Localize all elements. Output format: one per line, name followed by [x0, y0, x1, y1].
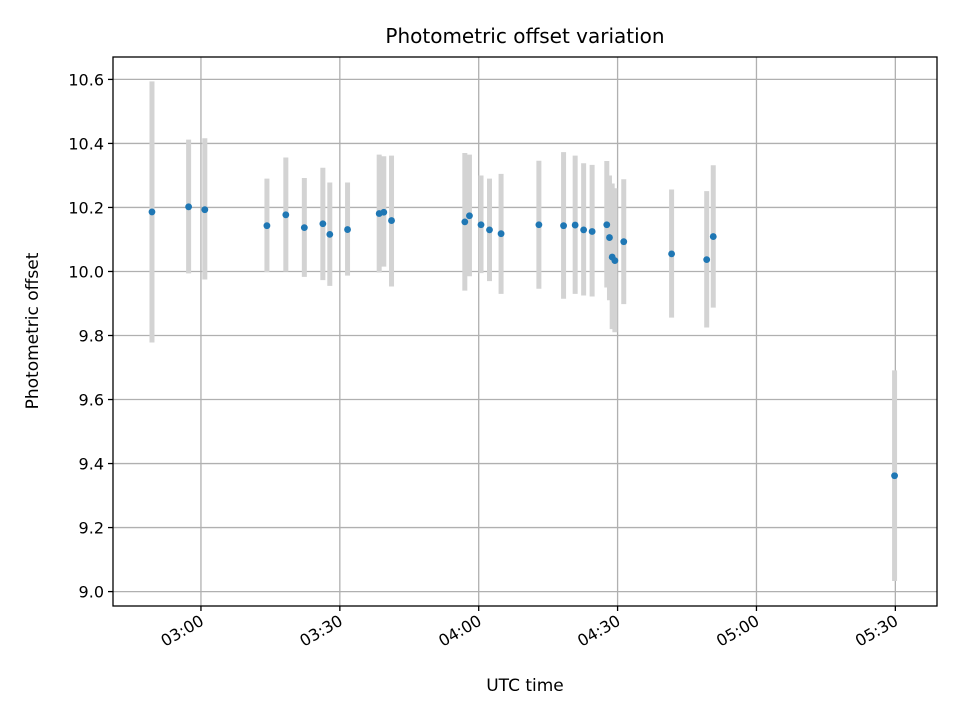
data-points	[148, 203, 898, 480]
x-tick-label: 04:30	[574, 611, 623, 651]
data-point	[668, 250, 675, 258]
data-point	[319, 220, 327, 228]
x-tick-label: 05:30	[852, 611, 901, 651]
plot-frame	[112, 56, 938, 607]
data-point	[344, 226, 351, 233]
x-tick-label: 03:00	[158, 611, 207, 651]
data-point	[380, 208, 388, 216]
data-point	[560, 222, 567, 230]
y-tick-label: 9.4	[79, 455, 104, 474]
x-axis-ticks: 03:00 03:30 04:00 04:30 05:00 05:30	[158, 606, 901, 651]
data-point	[535, 221, 543, 229]
y-tick-label: 10.0	[68, 262, 104, 281]
y-axis-title: Photometric offset	[23, 252, 43, 409]
data-point	[606, 234, 613, 241]
data-point	[571, 221, 579, 229]
data-point	[588, 228, 596, 235]
data-point	[326, 230, 334, 238]
data-point	[148, 208, 156, 216]
x-tick-label: 04:00	[435, 611, 484, 651]
y-tick-label: 10.6	[68, 70, 104, 89]
data-point	[486, 226, 493, 234]
x-tick-label: 03:30	[296, 611, 345, 651]
chart-title: Photometric offset variation	[385, 24, 664, 48]
data-point	[497, 230, 505, 238]
x-tick-label: 05:00	[713, 611, 762, 651]
y-tick-label: 10.2	[68, 198, 104, 217]
data-point	[891, 472, 898, 480]
data-point	[185, 203, 193, 211]
data-point	[611, 257, 619, 264]
data-point	[703, 256, 711, 264]
grid	[113, 57, 937, 606]
data-point	[466, 212, 473, 220]
data-point	[477, 221, 485, 229]
data-point	[300, 224, 308, 232]
data-point	[709, 233, 717, 240]
data-point	[388, 217, 395, 224]
data-point	[461, 218, 469, 226]
error-bars	[149, 81, 898, 582]
data-point	[580, 226, 588, 234]
data-point	[620, 238, 628, 246]
y-tick-label: 9.8	[79, 327, 104, 346]
y-tick-label: 9.6	[79, 391, 104, 410]
data-point	[603, 221, 611, 229]
x-axis-title: UTC time	[486, 676, 564, 696]
data-point	[201, 206, 209, 214]
y-axis-ticks: 9.0 9.2 9.4 9.6 9.8 10.0 10.2 10.4 10.6	[68, 70, 113, 602]
data-point	[282, 211, 290, 219]
data-point	[263, 222, 271, 230]
y-tick-label: 9.0	[79, 583, 104, 602]
y-tick-label: 10.4	[68, 134, 104, 153]
y-tick-label: 9.2	[79, 519, 104, 538]
